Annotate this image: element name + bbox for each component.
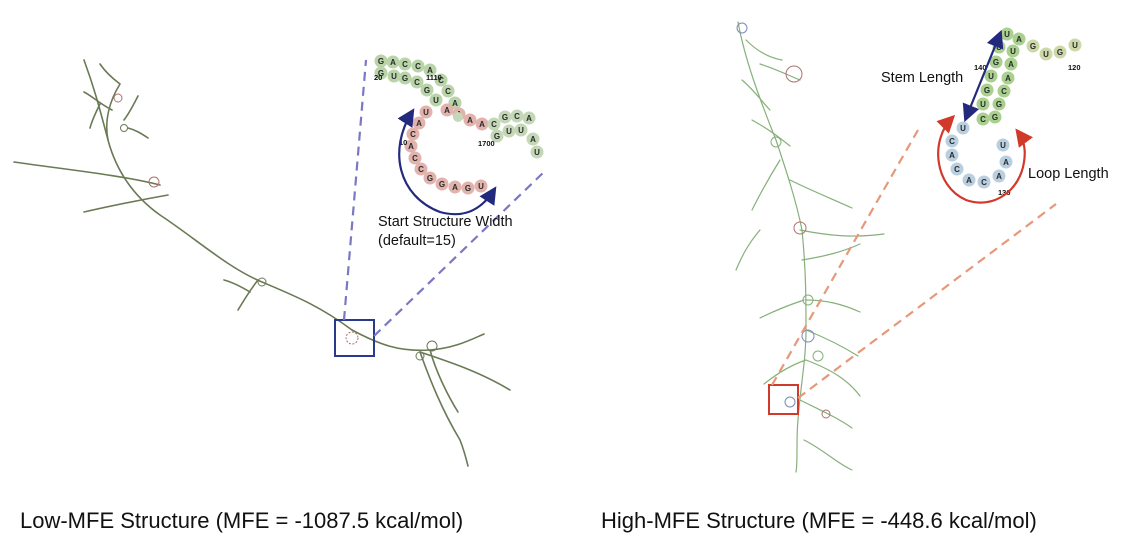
svg-text:C: C xyxy=(402,60,408,69)
svg-text:A: A xyxy=(467,116,473,125)
svg-text:G: G xyxy=(424,86,430,95)
inset-number: 1700 xyxy=(478,139,495,148)
rna-branch-left-mid xyxy=(84,195,168,212)
svg-text:G: G xyxy=(465,184,471,193)
inset-number: 1110 xyxy=(426,73,442,82)
svg-text:C: C xyxy=(949,137,955,146)
inset-number: 120 xyxy=(1068,63,1081,72)
svg-text:G: G xyxy=(439,180,445,189)
svg-text:U: U xyxy=(1000,141,1006,150)
high-mfe-loops xyxy=(737,23,830,418)
high-mfe-caption: High-MFE Structure (MFE = -448.6 kcal/mo… xyxy=(601,508,1037,534)
svg-text:U: U xyxy=(988,72,994,81)
svg-text:C: C xyxy=(980,115,986,124)
svg-text:G: G xyxy=(993,58,999,67)
svg-text:A: A xyxy=(444,106,450,115)
high-mfe-structure-diagram xyxy=(736,22,884,472)
svg-text:U: U xyxy=(1043,50,1049,59)
rna-branch-lower-right xyxy=(352,330,484,350)
svg-text:A: A xyxy=(479,120,485,129)
svg-text:A: A xyxy=(416,119,422,128)
svg-text:C: C xyxy=(445,87,451,96)
rna-branch-lower-right-2 xyxy=(420,352,510,390)
svg-text:A: A xyxy=(408,142,414,151)
svg-text:A: A xyxy=(1008,60,1014,69)
zoom-line-right-b xyxy=(798,204,1056,398)
svg-text:C: C xyxy=(491,120,497,129)
svg-text:G: G xyxy=(427,174,433,183)
low-mfe-caption: Low-MFE Structure (MFE = -1087.5 kcal/mo… xyxy=(20,508,463,534)
loop-length-label: Loop Length xyxy=(1028,166,1109,182)
rna-branch-long-left xyxy=(14,162,160,185)
svg-text:G: G xyxy=(402,74,408,83)
start-width-default: (default=15) xyxy=(378,233,456,249)
svg-text:U: U xyxy=(518,126,524,135)
svg-text:A: A xyxy=(526,114,532,123)
svg-text:A: A xyxy=(390,58,396,67)
zoom-box-right xyxy=(769,385,798,414)
svg-text:A: A xyxy=(1005,74,1011,83)
svg-text:U: U xyxy=(433,96,439,105)
svg-text:A: A xyxy=(1003,158,1009,167)
svg-text:U: U xyxy=(980,100,986,109)
svg-text:A: A xyxy=(1016,35,1022,44)
zoom-line-left-b xyxy=(374,170,546,336)
svg-text:G: G xyxy=(984,86,990,95)
rna-branch-lower-down xyxy=(420,352,468,466)
svg-text:G: G xyxy=(992,113,998,122)
svg-text:C: C xyxy=(1001,87,1007,96)
svg-text:A: A xyxy=(949,151,955,160)
stem-length-label: Stem Length xyxy=(881,70,963,86)
rna-backbone-trunk xyxy=(84,60,352,330)
svg-text:C: C xyxy=(981,178,987,187)
svg-text:C: C xyxy=(418,165,424,174)
svg-text:A: A xyxy=(996,172,1002,181)
svg-text:C: C xyxy=(412,154,418,163)
low-mfe-structure-diagram xyxy=(14,60,510,466)
svg-text:U: U xyxy=(1004,30,1010,39)
rna-branch-lower-down-2 xyxy=(430,350,458,412)
svg-text:C: C xyxy=(415,62,421,71)
svg-text:U: U xyxy=(534,148,540,157)
svg-text:A: A xyxy=(452,183,458,192)
svg-text:C: C xyxy=(954,165,960,174)
svg-text:G: G xyxy=(1057,48,1063,57)
svg-text:A: A xyxy=(452,99,458,108)
svg-text:U: U xyxy=(1072,41,1078,50)
zoom-line-left-a xyxy=(344,60,366,320)
svg-text:A: A xyxy=(530,135,536,144)
zoom-line-right-a xyxy=(772,130,918,385)
svg-text:C: C xyxy=(410,130,416,139)
svg-text:U: U xyxy=(996,43,1002,52)
rna-branch-mid-low xyxy=(224,280,258,310)
start-width-label: Start Structure Width xyxy=(378,214,513,230)
svg-text:A: A xyxy=(966,176,972,185)
svg-text:G: G xyxy=(494,132,500,141)
svg-text:U: U xyxy=(506,127,512,136)
svg-text:U: U xyxy=(423,108,429,117)
svg-text:U: U xyxy=(960,124,966,133)
rna-branch-top-left xyxy=(84,92,112,128)
inset-number: 20 xyxy=(374,73,382,82)
svg-text:G: G xyxy=(502,113,508,122)
rna-branch-top-right xyxy=(124,96,148,138)
svg-text:U: U xyxy=(1010,47,1016,56)
svg-text:C: C xyxy=(514,112,520,121)
svg-text:G: G xyxy=(378,57,384,66)
svg-text:G: G xyxy=(1030,42,1036,51)
svg-text:C: C xyxy=(414,78,420,87)
svg-text:U: U xyxy=(478,182,484,191)
svg-text:U: U xyxy=(391,72,397,81)
svg-text:G: G xyxy=(996,100,1002,109)
